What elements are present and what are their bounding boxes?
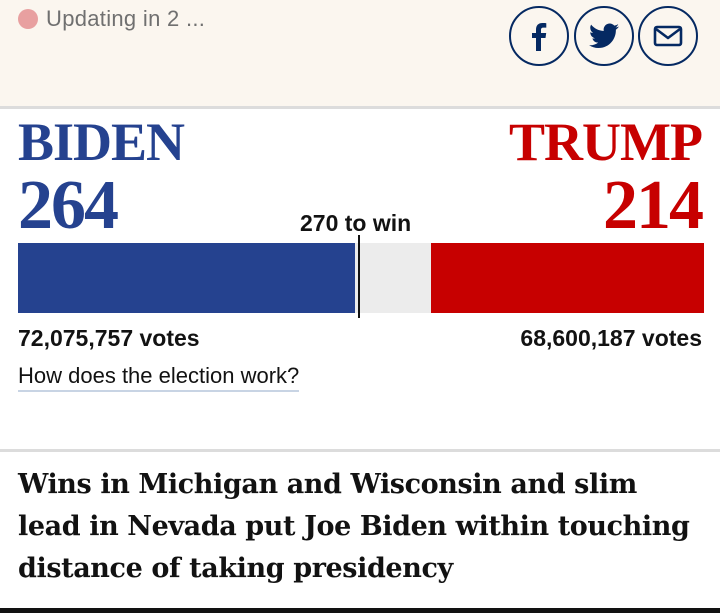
divider — [0, 608, 720, 613]
top-bar: Updating in 2 ... — [0, 0, 720, 106]
trump-popular-votes: 68,600,187 votes — [520, 325, 702, 351]
divider — [0, 106, 720, 109]
biden-bar — [18, 243, 355, 313]
election-results: BIDEN 264 TRUMP 214 270 to win 72,075,75… — [0, 109, 720, 449]
trump-name: TRUMP — [509, 112, 703, 172]
how-election-works-link[interactable]: How does the election work? — [18, 363, 300, 392]
win-threshold-label: 270 to win — [300, 210, 412, 236]
divider — [0, 449, 720, 452]
status-dot — [18, 9, 38, 29]
twitter-icon — [589, 23, 619, 48]
headline[interactable]: Wins in Michigan and Wisconsin and slim … — [18, 469, 690, 584]
update-status: Updating in 2 ... — [18, 6, 205, 32]
facebook-icon — [532, 23, 547, 51]
win-threshold-marker — [358, 235, 360, 318]
email-icon — [653, 25, 683, 47]
share-facebook-button[interactable] — [509, 6, 569, 66]
trump-bar — [431, 243, 704, 313]
trump-electoral-votes: 214 — [603, 167, 704, 244]
share-twitter-button[interactable] — [574, 6, 634, 66]
headline-card[interactable]: Wins in Michigan and Wisconsin and slim … — [0, 452, 720, 608]
biden-popular-votes: 72,075,757 votes — [18, 325, 200, 351]
share-email-button[interactable] — [638, 6, 698, 66]
status-text: Updating in 2 ... — [46, 6, 206, 31]
biden-name: BIDEN — [18, 112, 185, 172]
electoral-vote-bar — [18, 243, 704, 313]
biden-electoral-votes: 264 — [18, 167, 119, 244]
